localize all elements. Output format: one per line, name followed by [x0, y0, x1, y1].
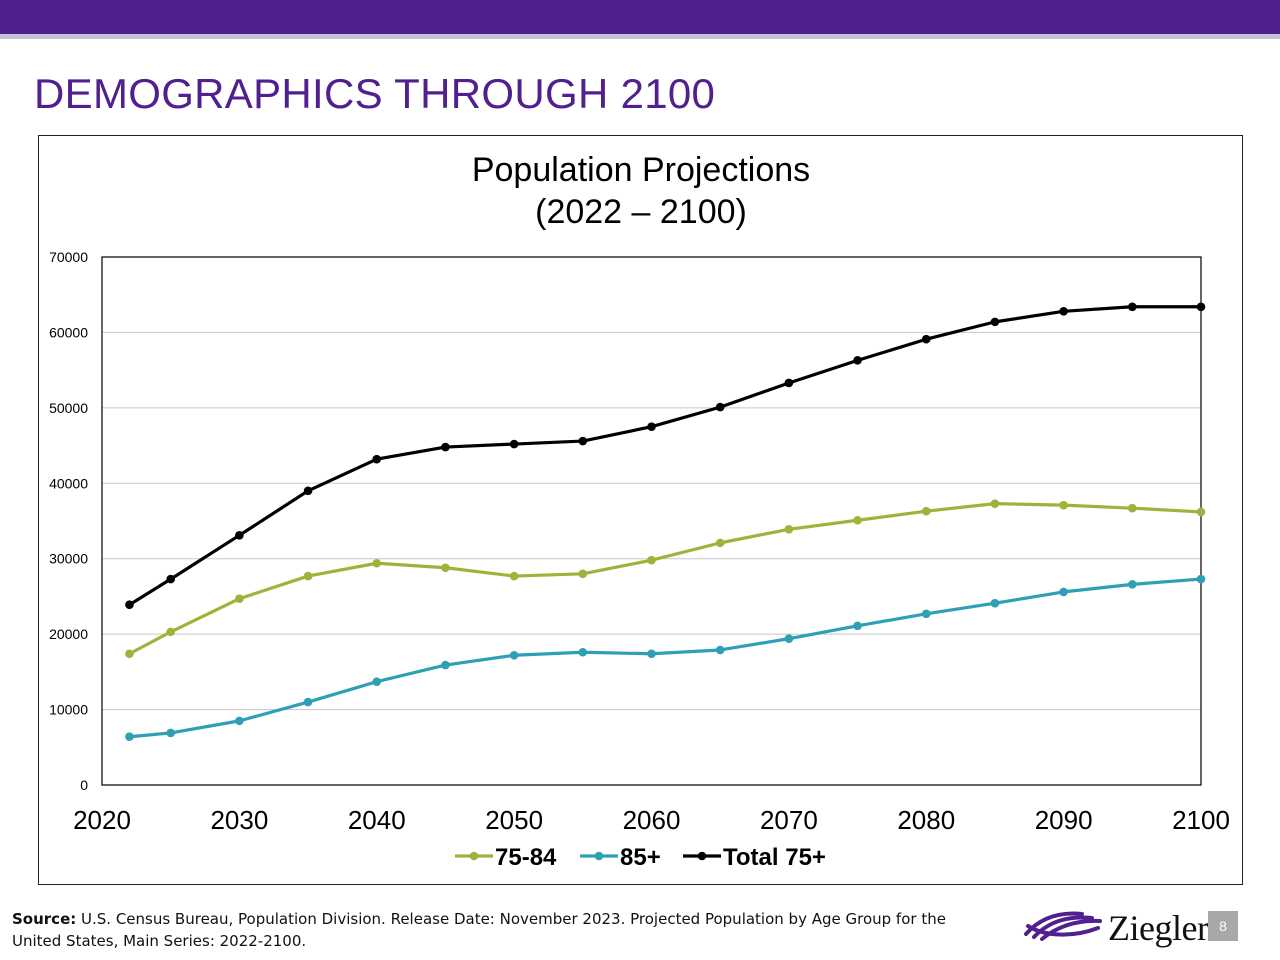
series-line-7584: [128, 502, 1202, 656]
data-point: [578, 569, 588, 579]
x-tick-label: 2070: [760, 805, 818, 835]
chart-title: Population Projections: [472, 151, 810, 189]
data-point: [1128, 503, 1137, 513]
legend-marker: [697, 851, 707, 861]
x-tick-label: 2090: [1035, 805, 1093, 835]
y-tick-label: 60000: [49, 324, 88, 340]
series-line-85: [129, 577, 1202, 739]
data-point: [715, 645, 725, 655]
y-tick-label: 10000: [49, 702, 88, 718]
y-tick-label: 0: [80, 777, 88, 793]
data-point: [509, 571, 519, 581]
legend-marker: [594, 851, 604, 861]
legend-marker: [469, 851, 479, 861]
data-point: [647, 422, 656, 432]
x-tick-label: 2100: [1172, 805, 1230, 835]
data-point: [990, 317, 1000, 327]
data-point: [441, 660, 450, 670]
data-point: [235, 531, 244, 540]
x-tick-label: 2020: [73, 805, 131, 835]
page-number: 8: [1208, 911, 1238, 941]
data-point: [372, 558, 382, 568]
data-point: [647, 555, 656, 565]
data-point: [715, 538, 725, 548]
data-point: [125, 649, 134, 659]
data-point: [853, 515, 862, 525]
data-point: [509, 439, 519, 449]
legend-label: 75-84: [495, 844, 557, 871]
y-tick-label: 30000: [49, 551, 88, 567]
data-point: [1128, 580, 1137, 589]
legend-label: 85+: [620, 844, 661, 871]
slide-title: DEMOGRAPHICS THROUGH 2100: [34, 70, 716, 117]
data-point: [784, 524, 794, 534]
x-tick-label: 2080: [897, 805, 955, 835]
x-tick-label: 2060: [623, 805, 681, 835]
top-divider: [0, 34, 1280, 39]
logo-text: Ziegler: [1108, 908, 1209, 948]
data-point: [372, 677, 382, 686]
data-point: [509, 650, 519, 660]
x-tick-label: 2030: [210, 805, 268, 835]
data-point: [578, 436, 588, 446]
data-point: [1196, 507, 1206, 517]
data-point: [647, 649, 656, 659]
x-tick-label: 2040: [348, 805, 406, 835]
data-point: [441, 442, 450, 452]
data-point: [166, 627, 175, 637]
data-point: [1196, 574, 1206, 584]
source-text: U.S. Census Bureau, Population Division.…: [12, 910, 946, 950]
data-point: [1059, 500, 1068, 510]
data-point: [990, 598, 1000, 608]
data-point: [853, 356, 862, 365]
legend-label: Total 75+: [723, 844, 826, 871]
y-tick-label: 40000: [49, 475, 88, 491]
data-point: [578, 647, 588, 657]
data-point: [921, 609, 931, 619]
data-point: [166, 728, 175, 738]
source-label: Source:: [12, 910, 77, 928]
data-point: [1059, 587, 1068, 597]
data-point: [784, 378, 794, 388]
data-point: [303, 571, 313, 581]
data-point: [715, 402, 725, 412]
series-line-total75: [128, 305, 1201, 607]
data-point: [303, 697, 313, 707]
data-point: [235, 594, 244, 603]
data-point: [1059, 307, 1068, 316]
plot-area: [101, 256, 1202, 786]
data-point: [784, 634, 794, 643]
y-tick-label: 70000: [49, 249, 88, 265]
data-point: [441, 563, 450, 573]
data-point: [235, 716, 244, 726]
data-point: [990, 499, 1000, 508]
x-tick-label: 2050: [485, 805, 543, 835]
data-point: [1128, 302, 1137, 312]
chart-frame: [38, 135, 1243, 885]
y-tick-label: 50000: [49, 400, 88, 416]
ziegler-logo-icon: [1024, 911, 1102, 941]
chart-subtitle: (2022 – 2100): [535, 193, 747, 231]
y-tick-label: 20000: [49, 626, 88, 642]
data-point: [125, 732, 134, 742]
data-point: [125, 600, 134, 610]
data-point: [853, 621, 862, 631]
data-point: [921, 506, 931, 516]
data-point: [372, 454, 382, 464]
top-banner: [0, 0, 1280, 34]
data-point: [1196, 302, 1206, 312]
data-point: [303, 486, 313, 496]
source-note: Source: U.S. Census Bureau, Population D…: [12, 908, 992, 952]
data-point: [921, 334, 931, 344]
population-chart: Population Projections (2022 – 2100) 0 10…: [49, 151, 1230, 871]
data-point: [166, 574, 175, 584]
